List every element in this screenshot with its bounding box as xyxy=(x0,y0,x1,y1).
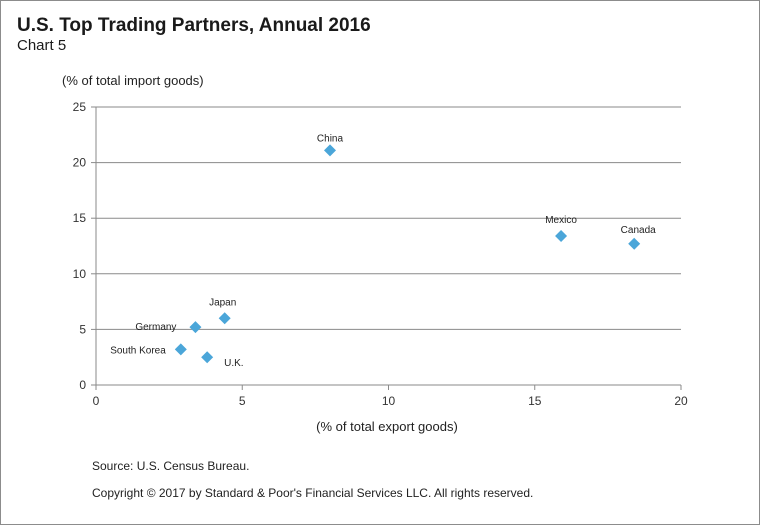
data-label: China xyxy=(317,133,344,144)
y-tick-label: 0 xyxy=(79,378,86,392)
data-label: Japan xyxy=(209,297,236,308)
x-tick-label: 5 xyxy=(239,394,246,408)
data-point-germany xyxy=(189,321,202,334)
chart-subtitle: Chart 5 xyxy=(17,37,67,54)
data-label: Mexico xyxy=(545,215,577,226)
data-point-china xyxy=(324,144,336,157)
data-label: South Korea xyxy=(110,345,166,356)
axes xyxy=(91,106,682,390)
data-point-mexico xyxy=(555,229,568,242)
data-points xyxy=(174,144,641,364)
data-point-japan xyxy=(218,312,231,325)
scatter-plot: 0 5 10 15 20 25 0 5 10 15 20 (% of total import go… xyxy=(62,73,688,434)
gridlines xyxy=(96,106,681,330)
data-label: U.K. xyxy=(224,358,243,369)
data-point-u-k xyxy=(201,351,214,364)
copyright-note: Copyright © 2017 by Standard & Poor's Fi… xyxy=(92,486,534,500)
data-label: Canada xyxy=(621,225,656,236)
x-tick-label: 20 xyxy=(674,394,688,408)
y-tick-label: 5 xyxy=(79,322,86,336)
data-label: Germany xyxy=(135,322,176,333)
x-tick-label: 10 xyxy=(382,394,396,408)
x-tick-label: 15 xyxy=(528,394,542,408)
y-tick-label: 10 xyxy=(73,267,87,281)
data-point-canada xyxy=(628,237,641,250)
data-point-south-korea xyxy=(174,343,187,356)
chart-title: U.S. Top Trading Partners, Annual 2016 xyxy=(17,15,371,36)
x-axis-title: (% of total export goods) xyxy=(316,419,458,434)
tick-labels: 0 5 10 15 20 25 0 5 10 15 20 xyxy=(73,100,688,408)
y-tick-label: 25 xyxy=(73,100,87,114)
source-note: Source: U.S. Census Bureau. xyxy=(92,459,250,473)
data-labels: China Mexico Canada Japan Germany South Korea… xyxy=(110,133,656,369)
y-tick-label: 15 xyxy=(73,211,87,225)
y-tick-label: 20 xyxy=(73,156,87,170)
x-tick-label: 0 xyxy=(93,394,100,408)
y-axis-title: (% of total import goods) xyxy=(62,73,204,88)
